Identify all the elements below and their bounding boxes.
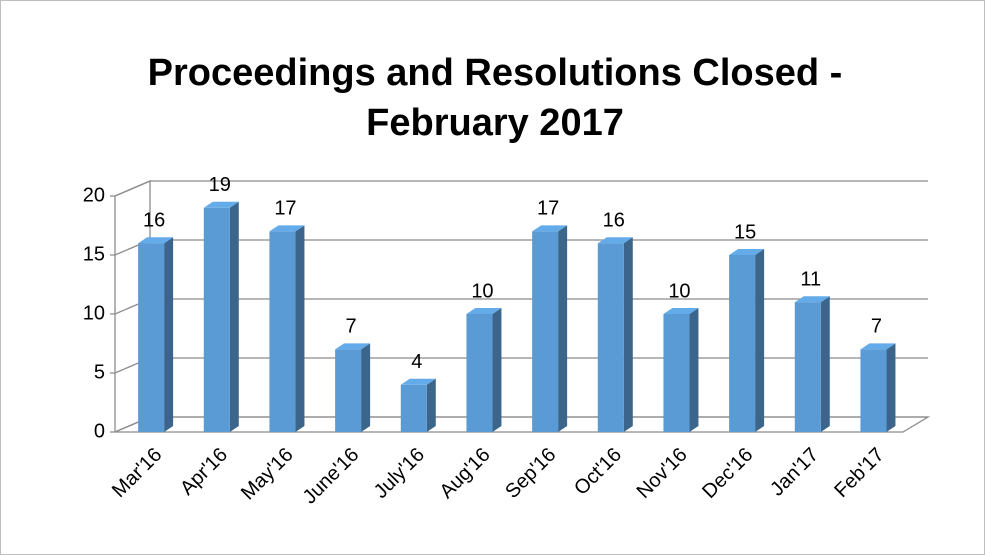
bar-front [138, 243, 165, 432]
data-label: 15 [734, 221, 756, 243]
bar [400, 378, 436, 432]
bar-side [689, 308, 699, 432]
chart-title: Proceedings and Resolutions Closed - [148, 52, 843, 94]
bar-top [400, 378, 436, 385]
y-tick-label: 10 [83, 302, 105, 324]
y-tick-label: 5 [94, 361, 105, 383]
data-label: 17 [537, 198, 559, 220]
data-label: 17 [274, 198, 296, 220]
bar [269, 225, 305, 432]
bar-top [794, 296, 830, 303]
bar-top [138, 237, 174, 244]
bar-side [755, 249, 765, 432]
bar-front [729, 255, 756, 432]
bar-top [466, 308, 502, 314]
bar-front [203, 207, 230, 432]
bar [729, 249, 765, 432]
y-tick-label: 0 [94, 420, 105, 442]
bar-side [426, 378, 436, 432]
bar-front [269, 231, 296, 432]
data-label: 19 [209, 174, 231, 196]
bar-side [164, 237, 174, 432]
y-tick-label: 15 [83, 243, 105, 265]
bar-side [492, 308, 502, 432]
bar-side [361, 343, 371, 432]
bar [335, 343, 371, 432]
bar-side [295, 225, 305, 432]
bar-top [663, 308, 699, 314]
bar [597, 237, 633, 432]
bar-top [729, 249, 765, 255]
data-label: 11 [800, 268, 821, 290]
bar [532, 225, 568, 432]
bar-front [860, 349, 887, 432]
data-label: 10 [471, 280, 493, 302]
bar-top [532, 225, 568, 232]
bar-top [203, 201, 239, 208]
data-label: 10 [668, 280, 690, 302]
data-label: 4 [411, 351, 422, 373]
bar [794, 296, 830, 432]
bar-front [663, 314, 690, 432]
bar [138, 237, 174, 432]
chart-title: February 2017 [366, 102, 624, 144]
bar-top [335, 343, 371, 350]
bar-top [269, 225, 305, 232]
bar-side [623, 237, 633, 432]
data-label: 16 [603, 209, 625, 231]
bar [860, 343, 896, 432]
bar [663, 308, 699, 432]
bar-top [597, 237, 633, 244]
bar [203, 201, 239, 432]
bar-front [532, 231, 559, 432]
bar [466, 308, 502, 432]
bar-side [558, 225, 568, 432]
bar-front [466, 314, 493, 432]
bar-front [794, 302, 821, 432]
bar-front [400, 384, 427, 432]
data-label: 16 [143, 209, 165, 231]
bar-side [886, 343, 896, 432]
bar-side [229, 201, 239, 432]
bar-top [860, 343, 896, 350]
y-tick-label: 20 [83, 184, 105, 206]
data-label: 7 [346, 316, 357, 338]
data-label: 7 [871, 316, 882, 338]
bar-front [335, 349, 362, 432]
bar-front [597, 243, 624, 432]
bar-side [820, 296, 830, 432]
grid-line [110, 180, 928, 197]
